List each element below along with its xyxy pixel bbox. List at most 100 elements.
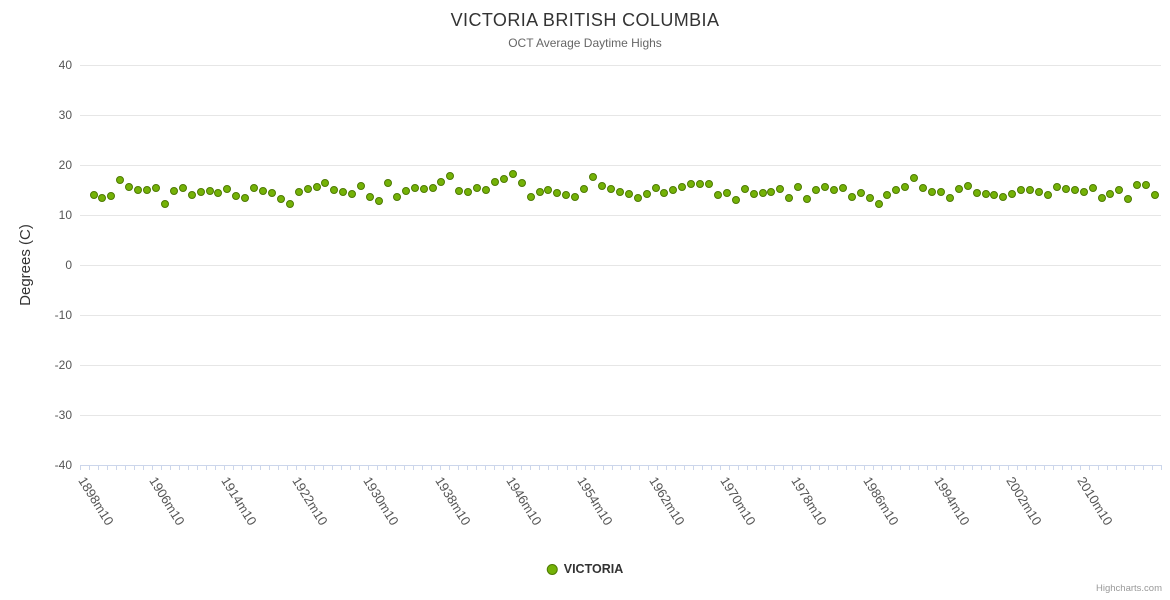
data-point[interactable] (785, 194, 794, 202)
data-point[interactable] (535, 187, 544, 196)
data-point[interactable] (963, 182, 972, 190)
data-point[interactable] (936, 187, 945, 196)
data-point[interactable] (499, 175, 508, 183)
data-point[interactable] (589, 173, 597, 181)
data-point[interactable] (383, 178, 392, 187)
data-point[interactable] (758, 188, 767, 197)
data-point[interactable] (125, 183, 134, 191)
data-point[interactable] (107, 192, 116, 200)
data-point[interactable] (1079, 187, 1088, 196)
data-point[interactable] (401, 187, 410, 195)
data-point[interactable] (366, 193, 374, 201)
data-point[interactable] (526, 193, 535, 201)
data-point[interactable] (910, 174, 919, 182)
data-point[interactable] (705, 179, 713, 188)
data-point[interactable] (428, 183, 437, 192)
data-point[interactable] (1124, 195, 1133, 203)
data-point[interactable] (954, 185, 963, 193)
data-point[interactable] (178, 184, 187, 192)
data-point[interactable] (999, 193, 1008, 201)
data-point[interactable] (1061, 185, 1070, 193)
data-point[interactable] (651, 184, 660, 192)
data-point[interactable] (812, 186, 820, 194)
data-point[interactable] (508, 170, 517, 178)
data-point[interactable] (294, 188, 303, 196)
data-point[interactable] (241, 194, 250, 202)
data-point[interactable] (196, 188, 205, 196)
data-point[interactable] (205, 187, 214, 195)
data-point[interactable] (1142, 180, 1151, 189)
data-point[interactable] (339, 188, 348, 196)
data-point[interactable] (820, 183, 829, 191)
data-point[interactable] (455, 187, 464, 195)
data-point[interactable] (829, 186, 838, 194)
data-point[interactable] (865, 194, 874, 202)
data-point[interactable] (89, 190, 98, 199)
data-point[interactable] (223, 184, 232, 193)
data-point[interactable] (669, 186, 678, 194)
data-point[interactable] (633, 194, 642, 202)
data-point[interactable] (972, 188, 981, 197)
data-point[interactable] (794, 183, 803, 191)
data-point[interactable] (116, 175, 125, 184)
data-point[interactable] (945, 194, 954, 202)
data-point[interactable] (1017, 186, 1026, 194)
data-point[interactable] (187, 190, 196, 199)
data-point[interactable] (1115, 186, 1124, 194)
data-point[interactable] (464, 188, 473, 196)
data-point[interactable] (410, 184, 419, 192)
data-point[interactable] (892, 186, 901, 194)
data-point[interactable] (285, 200, 294, 208)
data-point[interactable] (1052, 183, 1061, 191)
credits-link[interactable]: Highcharts.com (1096, 583, 1162, 594)
data-point[interactable] (713, 191, 722, 199)
data-point[interactable] (687, 180, 696, 188)
data-point[interactable] (767, 187, 776, 196)
data-point[interactable] (214, 189, 223, 197)
data-point[interactable] (615, 187, 624, 196)
data-point[interactable] (856, 188, 865, 197)
data-point[interactable] (98, 193, 107, 202)
data-point[interactable] (562, 191, 571, 199)
data-point[interactable] (606, 185, 615, 193)
data-point[interactable] (312, 183, 321, 191)
data-point[interactable] (473, 184, 482, 192)
data-point[interactable] (874, 199, 883, 208)
data-point[interactable] (303, 185, 312, 193)
data-point[interactable] (517, 178, 526, 187)
data-point[interactable] (731, 196, 740, 204)
data-point[interactable] (928, 187, 936, 196)
data-point[interactable] (749, 189, 758, 198)
data-point[interactable] (990, 191, 999, 199)
data-point[interactable] (1026, 186, 1035, 194)
data-point[interactable] (696, 179, 705, 188)
data-point[interactable] (847, 193, 856, 201)
data-point[interactable] (642, 189, 651, 198)
data-point[interactable] (678, 183, 687, 191)
data-point[interactable] (722, 188, 731, 197)
data-point[interactable] (660, 188, 669, 197)
data-point[interactable] (348, 190, 357, 198)
data-point[interactable] (134, 185, 143, 194)
data-point[interactable] (919, 184, 928, 192)
data-point[interactable] (250, 183, 259, 192)
data-point[interactable] (571, 193, 580, 201)
data-point[interactable] (740, 185, 749, 193)
data-point[interactable] (553, 188, 562, 197)
data-point[interactable] (1008, 189, 1017, 198)
data-point[interactable] (776, 185, 785, 193)
data-point[interactable] (901, 183, 910, 191)
data-point[interactable] (330, 186, 339, 194)
data-point[interactable] (883, 191, 892, 199)
data-point[interactable] (437, 178, 446, 186)
data-point[interactable] (143, 185, 151, 194)
data-point[interactable] (1151, 190, 1159, 199)
data-point[interactable] (624, 189, 633, 198)
data-point[interactable] (267, 188, 276, 197)
data-point[interactable] (446, 172, 455, 180)
data-point[interactable] (374, 197, 383, 205)
data-point[interactable] (419, 185, 428, 193)
data-point[interactable] (276, 195, 285, 203)
data-point[interactable] (259, 187, 267, 195)
data-point[interactable] (321, 178, 330, 187)
